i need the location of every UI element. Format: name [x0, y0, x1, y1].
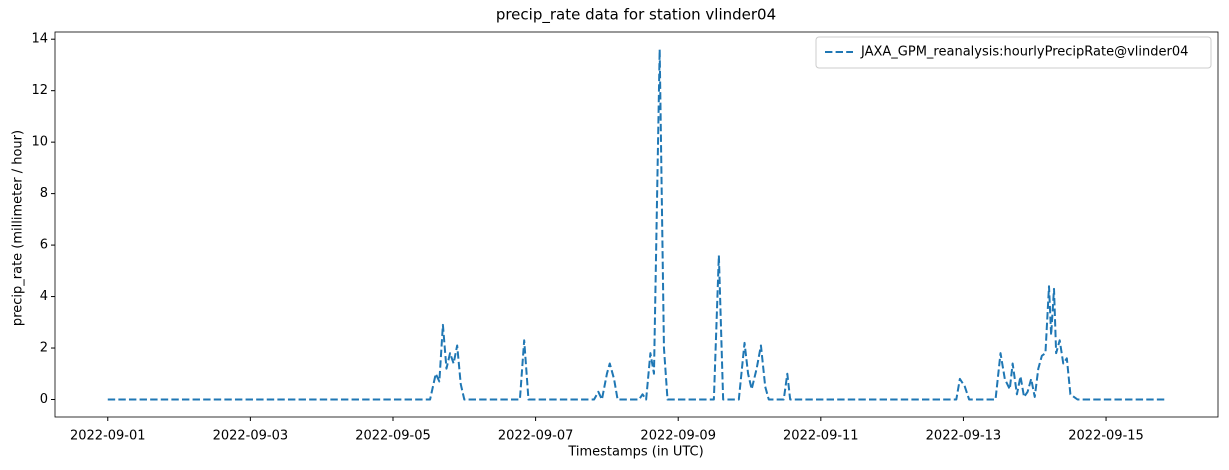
y-tick-label: 14 [31, 32, 48, 47]
x-tick-label: 2022-09-03 [213, 429, 289, 444]
x-tick-label: 2022-09-05 [355, 429, 431, 444]
y-tick-label: 4 [40, 289, 48, 304]
chart-title: precip_rate data for station vlinder04 [496, 6, 776, 25]
x-tick-label: 2022-09-11 [783, 429, 859, 444]
x-tick-label: 2022-09-15 [1068, 429, 1144, 444]
y-tick-label: 8 [40, 186, 48, 201]
x-tick-label: 2022-09-13 [926, 429, 1002, 444]
x-tick-label: 2022-09-07 [498, 429, 574, 444]
y-tick-label: 10 [31, 135, 48, 150]
x-axis-label: Timestamps (in UTC) [567, 445, 703, 460]
y-tick-label: 12 [31, 83, 48, 98]
y-tick-label: 6 [40, 238, 48, 253]
legend-label: JAXA_GPM_reanalysis:hourlyPrecipRate@vli… [860, 45, 1188, 60]
y-axis-label: precip_rate (millimeter / hour) [11, 130, 26, 326]
x-tick-label: 2022-09-09 [640, 429, 716, 444]
y-tick-label: 2 [40, 341, 48, 356]
legend-box [815, 36, 1212, 69]
y-tick-label: 0 [40, 392, 48, 407]
data-line [107, 48, 1166, 401]
axes-frame [54, 31, 1219, 418]
x-tick-label: 2022-09-01 [70, 429, 146, 444]
